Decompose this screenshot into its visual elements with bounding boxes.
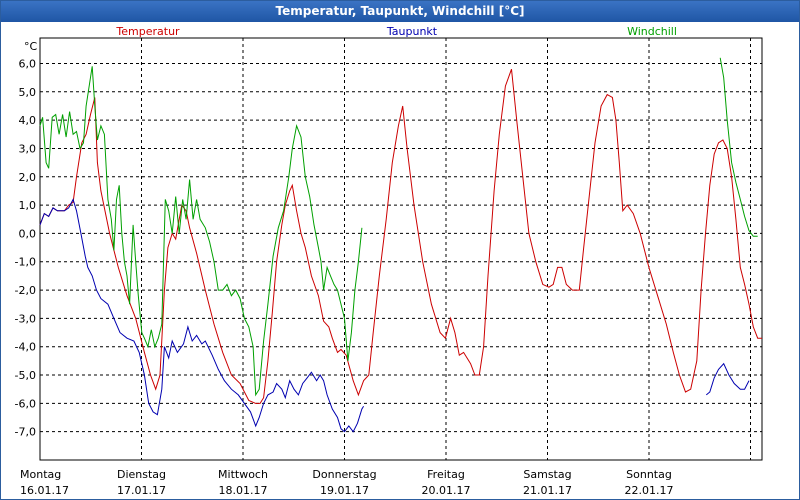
x-tick-date: 21.01.17 (523, 484, 572, 497)
y-tick-label: 4,0 (19, 114, 37, 127)
y-tick-label: -4,0 (15, 341, 36, 354)
series-line-taupunkt (39, 198, 750, 433)
x-tick-labels: Montag 16.01.17 Dienstag 17.01.17 Mittwoch 18… (20, 468, 673, 497)
y-tick-label: -5,0 (15, 369, 36, 382)
grid-lines (40, 38, 762, 460)
series-line-temperatur (39, 69, 762, 404)
x-tick-date: 22.01.17 (625, 484, 674, 497)
y-tick-label: -7,0 (15, 426, 36, 439)
y-tick-label: 2,0 (19, 171, 37, 184)
x-tick-date: 17.01.17 (117, 484, 166, 497)
x-tick-date: 19.01.17 (320, 484, 369, 497)
x-tick-day: Freitag (427, 468, 465, 481)
legend-temperatur: Temperatur (115, 25, 180, 38)
x-tick-day: Mittwoch (218, 468, 268, 481)
x-tick-day: Donnerstag (312, 468, 376, 481)
x-tick-date: 16.01.17 (20, 484, 69, 497)
y-tick-label: -2,0 (15, 284, 36, 297)
x-tick-day: Sonntag (626, 468, 672, 481)
legend-taupunkt: Taupunkt (386, 25, 438, 38)
y-tick-label: 0,0 (19, 227, 37, 240)
y-tick-label: -1,0 (15, 256, 36, 269)
legend-windchill: Windchill (627, 25, 677, 38)
x-tick-date: 20.01.17 (422, 484, 471, 497)
plot-area (39, 37, 763, 461)
y-tick-label: 1,0 (19, 199, 37, 212)
legend: Temperatur Taupunkt Windchill (115, 25, 677, 38)
y-tick-labels: -7,0 -6,0 -5,0 -4,0 -3,0 -2,0 -1,0 0,0 1,0 2,0 3,0… (15, 57, 36, 438)
x-tick-day: Montag (20, 468, 61, 481)
x-tick-day: Dienstag (117, 468, 166, 481)
series-lines (39, 57, 762, 433)
window-title: Temperatur, Taupunkt, Windchill [°C] (1, 1, 799, 22)
x-tick-date: 18.01.17 (219, 484, 268, 497)
y-axis-unit: °C (24, 40, 38, 53)
x-tick-day: Samstag (523, 468, 571, 481)
series-line-windchill (39, 57, 758, 397)
y-tick-label: 6,0 (19, 57, 37, 70)
y-tick-label: 3,0 (19, 142, 37, 155)
y-tick-label: -6,0 (15, 397, 36, 410)
y-tick-label: 5,0 (19, 86, 37, 99)
y-tick-label: -3,0 (15, 312, 36, 325)
